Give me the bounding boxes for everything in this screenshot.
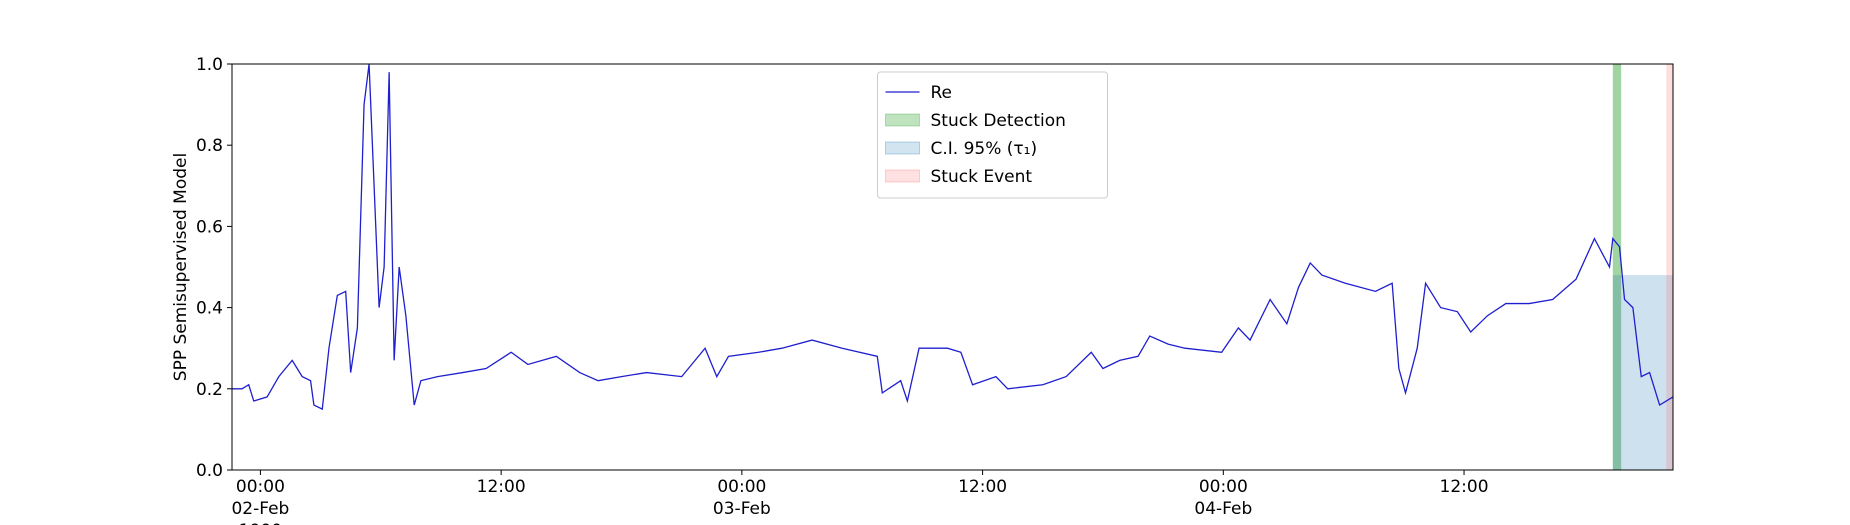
- x-tick-label: 12:00: [958, 477, 1007, 497]
- legend-label: Stuck Detection: [931, 111, 1066, 131]
- span: [1666, 64, 1673, 470]
- legend-label: Stuck Event: [931, 167, 1033, 187]
- y-tick-label: 0.0: [196, 461, 223, 481]
- span: [1612, 275, 1673, 470]
- x-tick-label: 12:00: [1440, 477, 1489, 497]
- legend-label: C.I. 95% (τ₁): [931, 139, 1038, 159]
- y-tick-label: 0.4: [196, 299, 223, 319]
- x-tick-label: 12:00: [477, 477, 526, 497]
- legend: Re Stuck Detection C.I. 95% (τ₁) Stuck Even…: [877, 71, 1108, 199]
- data-line: [232, 63, 1674, 411]
- y-tick-label: 1.0: [196, 55, 223, 75]
- x-tick-label: 00:00 04-Feb: [1194, 477, 1252, 519]
- y-tick-label: 0.6: [196, 217, 223, 237]
- x-tick-label: 00:00 03-Feb: [713, 477, 771, 519]
- legend-label: Re: [931, 83, 953, 103]
- legend-patch: [885, 113, 920, 127]
- legend-box: [877, 71, 1108, 199]
- y-tick-label: 0.8: [196, 136, 223, 156]
- y-tick-label: 0.2: [196, 380, 223, 400]
- span: [1612, 64, 1622, 470]
- legend-patch: [885, 141, 920, 155]
- y-axis-label: SPP Semisupervised Model: [171, 153, 191, 381]
- legend-patch: [885, 169, 920, 183]
- plot-frame: [231, 63, 1674, 471]
